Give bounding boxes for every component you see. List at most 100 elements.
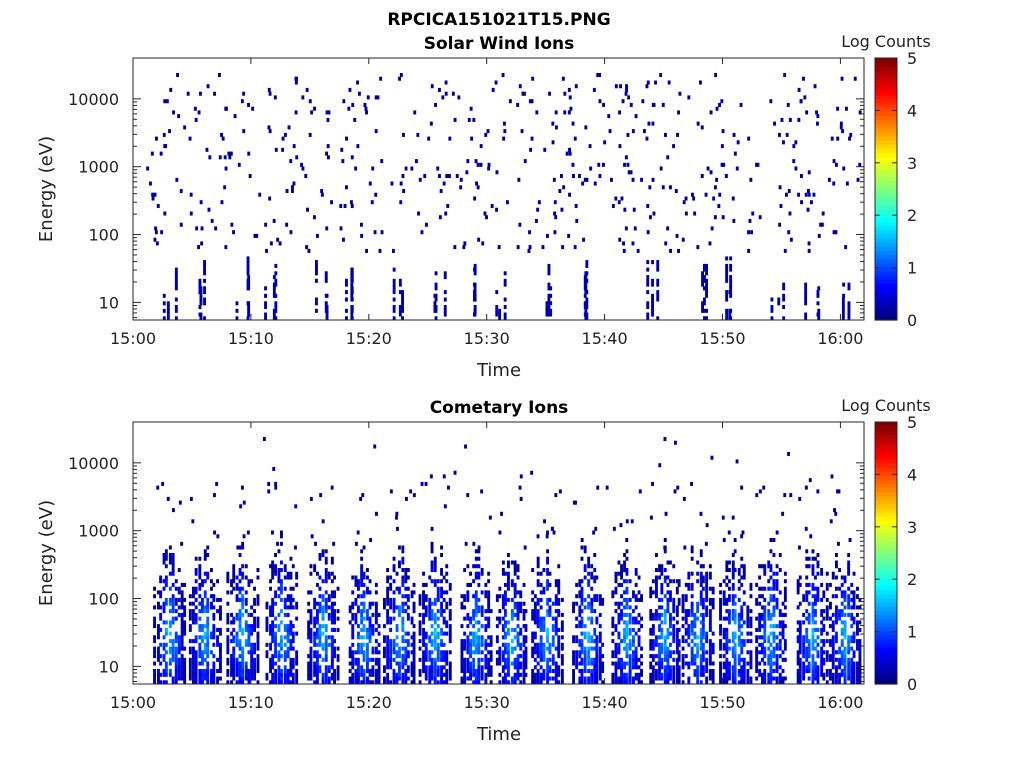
heatmap-cell <box>554 627 558 632</box>
heatmap-cell <box>162 601 166 606</box>
heatmap-cell <box>466 646 470 651</box>
heatmap-cell <box>699 579 703 584</box>
heatmap-cell <box>675 605 679 610</box>
heatmap-cell <box>548 657 552 662</box>
heatmap-cell <box>551 642 555 647</box>
heatmap-cell <box>722 654 726 659</box>
heatmap-cell <box>445 571 449 576</box>
heatmap-cell <box>333 639 336 644</box>
heatmap-cell <box>460 605 464 610</box>
heatmap-cell <box>838 661 841 666</box>
heatmap-cell <box>830 136 834 141</box>
heatmap-cell <box>464 444 467 449</box>
heatmap-cell <box>675 661 679 666</box>
heatmap-cell <box>504 680 507 685</box>
heatmap-cell <box>580 579 584 584</box>
heatmap-cell <box>230 579 233 584</box>
heatmap-cell <box>318 631 322 636</box>
heatmap-cell <box>772 597 776 602</box>
heatmap-cell <box>362 657 366 662</box>
heatmap-cell <box>360 564 364 569</box>
heatmap-cell <box>440 545 443 550</box>
heatmap-cell <box>418 624 422 629</box>
colorbar-segment <box>875 295 897 301</box>
heatmap-cell <box>843 594 847 599</box>
heatmap-cell <box>658 654 661 659</box>
heatmap-cell <box>280 669 283 674</box>
heatmap-cell <box>580 639 584 644</box>
heatmap-cell <box>363 102 367 107</box>
heatmap-cell <box>177 635 181 640</box>
heatmap-cell <box>428 680 432 685</box>
heatmap-cell <box>247 639 251 644</box>
heatmap-cell <box>504 571 507 576</box>
heatmap-cell <box>501 635 505 640</box>
heatmap-cell <box>473 290 477 295</box>
heatmap-cell <box>769 642 773 647</box>
heatmap-cell <box>807 639 811 644</box>
heatmap-cell <box>226 669 230 674</box>
heatmap-cell <box>198 568 202 573</box>
heatmap-cell <box>226 579 230 584</box>
heatmap-cell <box>395 654 399 659</box>
heatmap-cell <box>238 639 242 644</box>
heatmap-cell <box>593 627 597 632</box>
heatmap-cell <box>153 192 157 197</box>
x-tick-label: 15:00 <box>110 693 156 712</box>
heatmap-cell <box>740 485 744 490</box>
heatmap-cell <box>269 627 272 632</box>
heatmap-cell <box>153 605 156 610</box>
heatmap-cell <box>628 654 632 659</box>
heatmap-cell <box>755 582 759 587</box>
heatmap-cell <box>174 308 178 313</box>
heatmap-cell <box>593 665 597 670</box>
heatmap-cell <box>216 579 219 584</box>
heatmap-cell <box>798 631 802 636</box>
heatmap-cell <box>590 680 594 685</box>
heatmap-cell <box>625 676 629 681</box>
heatmap-cell <box>778 672 782 677</box>
colorbar-tick-label: 1 <box>907 259 917 278</box>
heatmap-cell <box>634 631 638 636</box>
heatmap-cell <box>728 616 731 621</box>
heatmap-cell <box>705 586 709 591</box>
heatmap-cell <box>587 676 591 681</box>
heatmap-cell <box>327 155 330 160</box>
heatmap-cell <box>798 661 802 666</box>
heatmap-cell <box>171 560 175 565</box>
heatmap-cell <box>553 200 557 205</box>
heatmap-cell <box>728 661 731 666</box>
heatmap-cell <box>226 616 230 621</box>
heatmap-cell <box>286 571 290 576</box>
heatmap-cell <box>684 211 688 216</box>
heatmap-cell <box>289 672 293 677</box>
heatmap-cell <box>354 672 358 677</box>
heatmap-cell <box>230 680 233 685</box>
heatmap-cell <box>550 526 554 531</box>
heatmap-cell <box>546 597 549 602</box>
heatmap-cell <box>843 654 847 659</box>
heatmap-cell <box>847 594 851 599</box>
heatmap-cell <box>510 582 514 587</box>
heatmap-cell <box>188 665 192 670</box>
heatmap-cell <box>357 586 360 591</box>
heatmap-cell <box>637 620 641 625</box>
heatmap-cell <box>714 185 717 190</box>
heatmap-cell <box>389 654 393 659</box>
heatmap-cell <box>351 657 355 662</box>
heatmap-cell <box>658 665 661 670</box>
heatmap-cell <box>472 624 476 629</box>
heatmap-cell <box>474 676 478 681</box>
heatmap-cell <box>788 211 792 216</box>
heatmap-cell <box>195 226 199 231</box>
heatmap-cell <box>572 174 575 179</box>
heatmap-cell <box>168 560 172 565</box>
heatmap-cell <box>557 669 561 674</box>
heatmap-cell <box>199 91 202 96</box>
heatmap-cell <box>590 635 594 640</box>
heatmap-cell <box>474 575 478 580</box>
heatmap-cell <box>681 594 685 599</box>
heatmap-cell <box>247 275 251 280</box>
heatmap-cell <box>157 646 160 651</box>
heatmap-cell <box>159 616 163 621</box>
